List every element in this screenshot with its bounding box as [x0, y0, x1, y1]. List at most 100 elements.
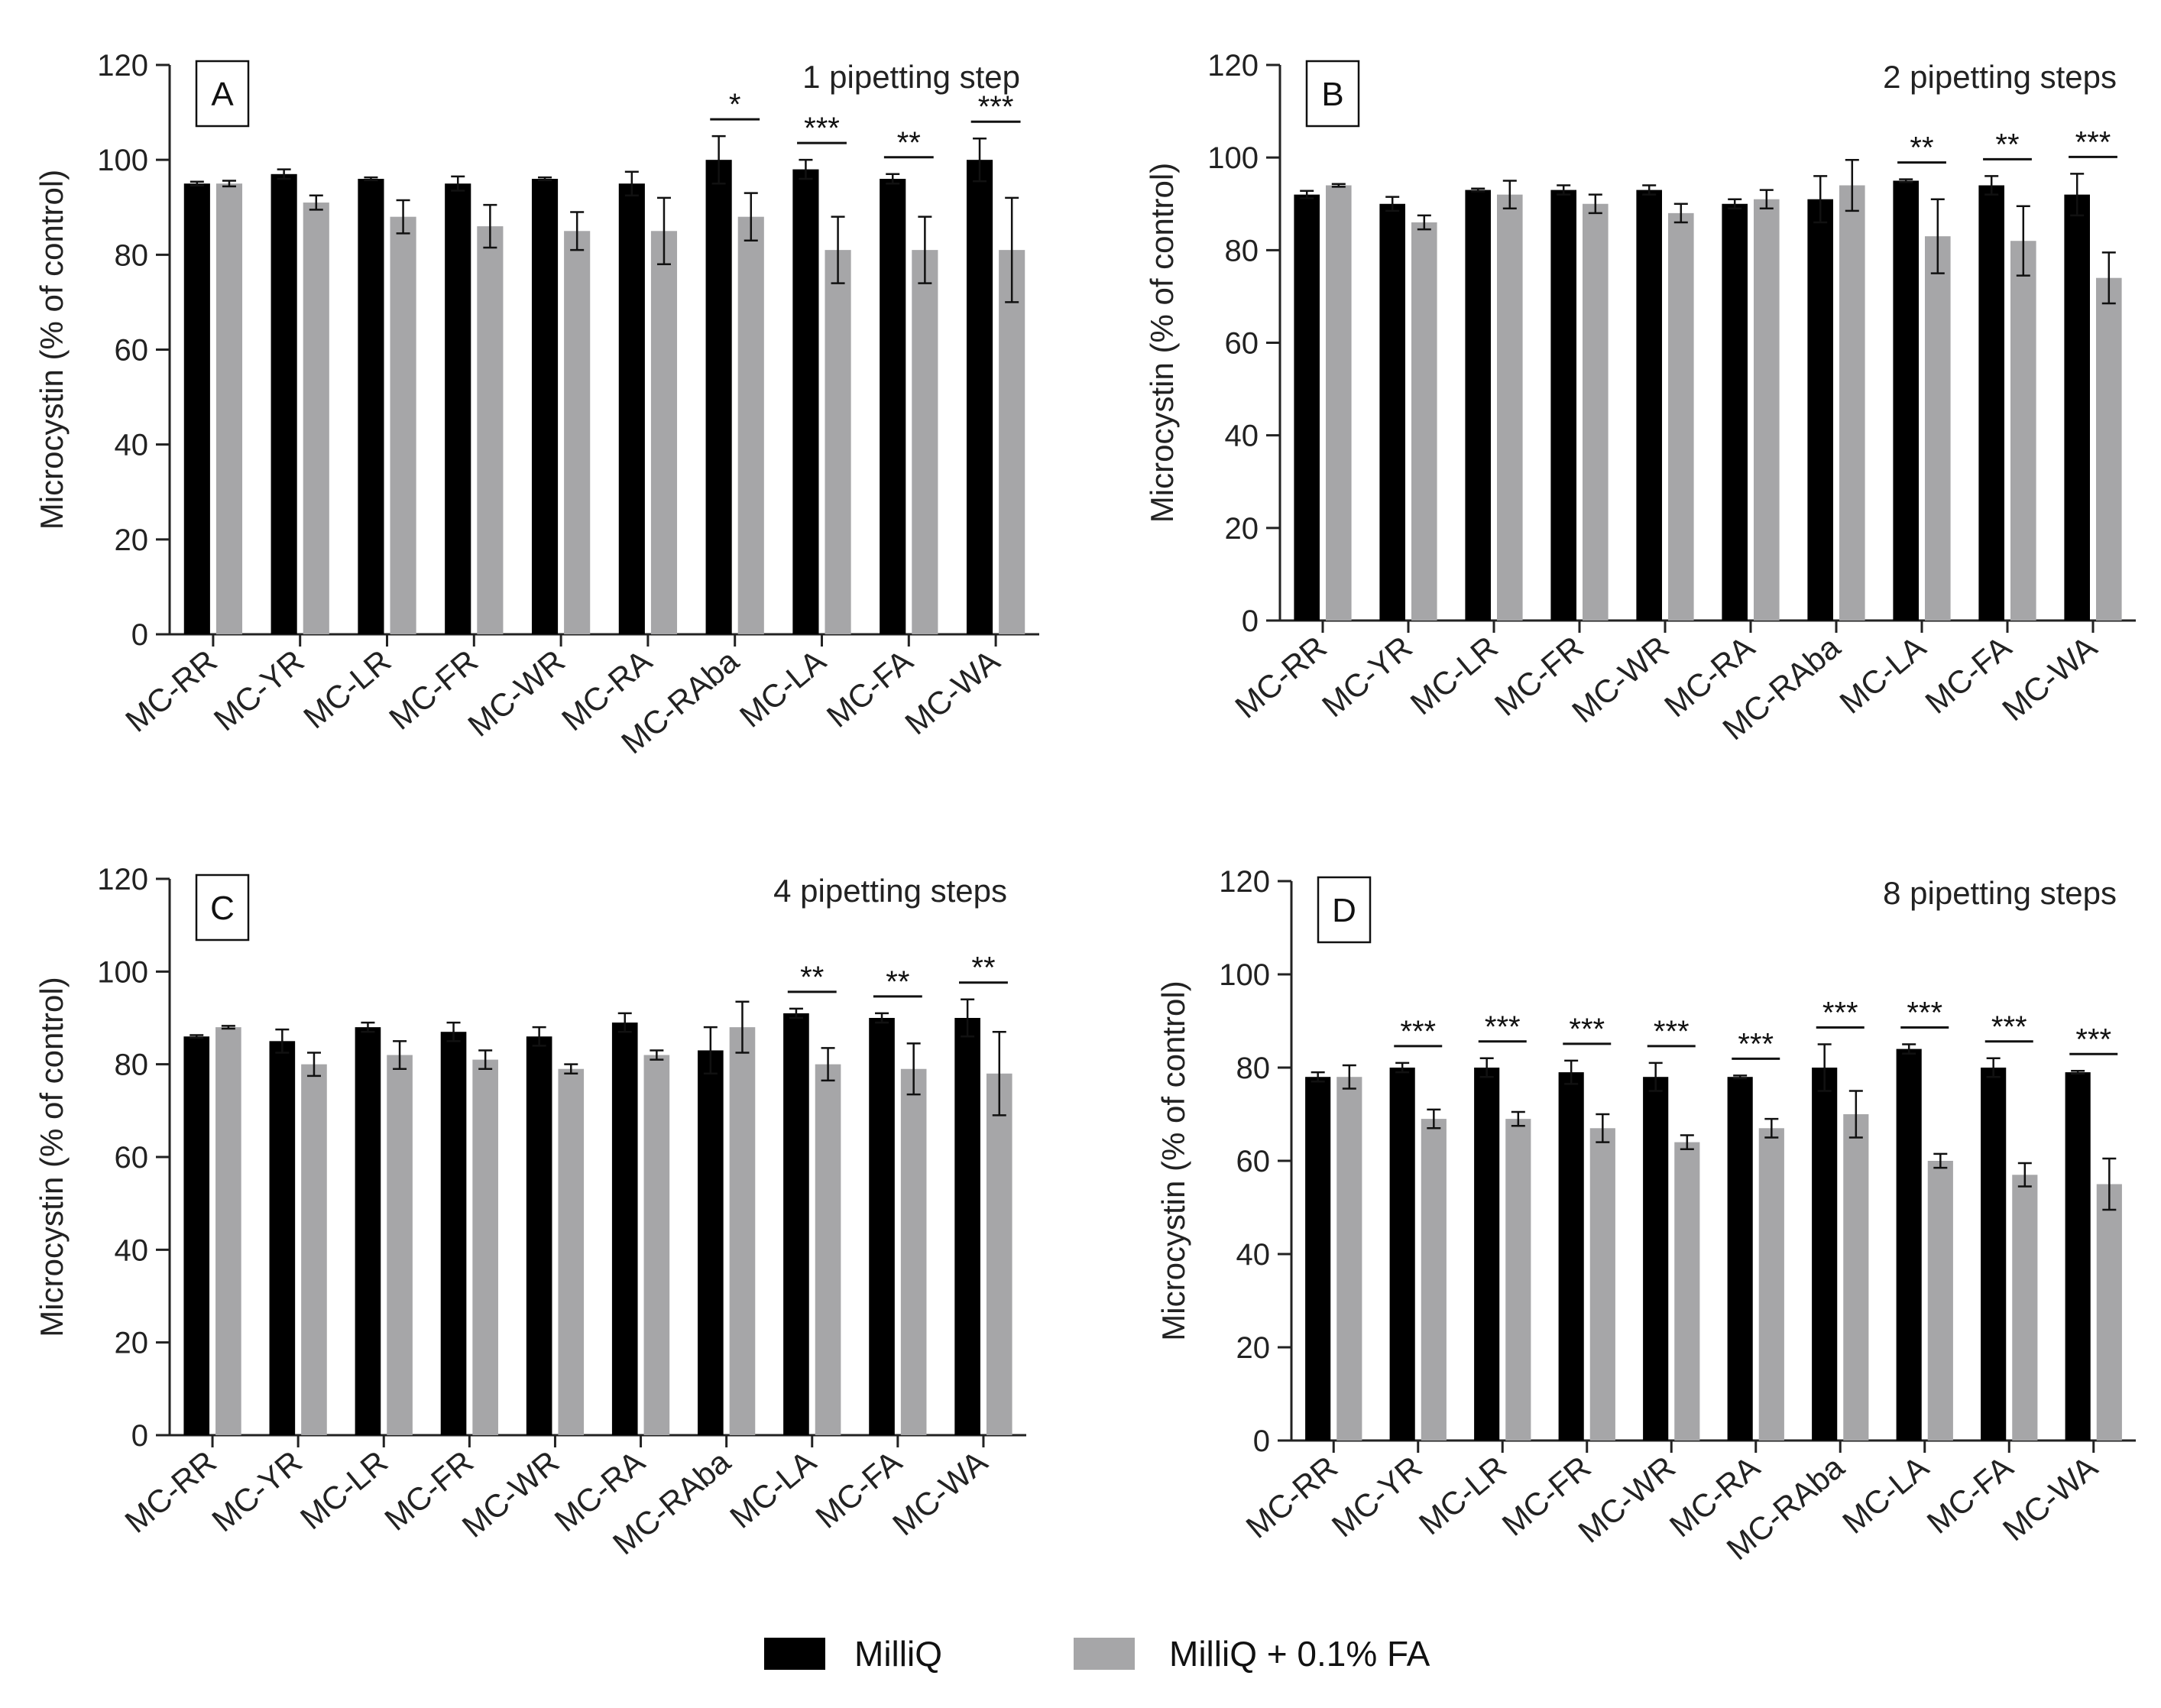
- y-tick-label: 40: [1236, 1238, 1271, 1272]
- panel-label-box: [1317, 876, 1372, 944]
- bar-milliq-fa: [1843, 1114, 1869, 1441]
- significance-marker: ***: [1907, 997, 1942, 1030]
- bar-milliq-fa: [1505, 1119, 1531, 1441]
- bar-milliq: [271, 173, 297, 634]
- panel-label-box: [195, 60, 250, 128]
- y-axis-title: Microcystin (% of control): [34, 977, 70, 1337]
- y-tick-label: 40: [1225, 420, 1259, 453]
- bar-milliq-fa: [390, 216, 416, 635]
- bar-milliq: [355, 1027, 381, 1435]
- x-tick-label: MC-RR: [1239, 1449, 1344, 1545]
- x-tick-label: MC-LA: [733, 643, 832, 734]
- bar-milliq-fa: [2010, 241, 2036, 621]
- chart-panel-b: 0 20 40 60 80 100 120 Microcystin (% of control…: [1144, 49, 2136, 747]
- bar-milliq-fa: [912, 250, 938, 634]
- bar-milliq: [1981, 1068, 2007, 1441]
- y-tick-label: 0: [1253, 1424, 1270, 1458]
- bar-milliq: [526, 1036, 552, 1435]
- significance-marker: **: [971, 951, 995, 985]
- significance-marker: **: [897, 126, 921, 160]
- x-tick-label: MC-RR: [118, 643, 223, 739]
- panel-label: D: [1332, 892, 1356, 929]
- bar-milliq: [440, 1032, 467, 1435]
- y-tick-label: 80: [1236, 1052, 1271, 1085]
- bar-milliq-fa: [900, 1068, 927, 1435]
- y-tick-label: 40: [115, 1233, 149, 1267]
- significance-marker: **: [800, 961, 824, 994]
- bar-milliq-fa: [737, 216, 764, 635]
- y-tick-label: 60: [1236, 1145, 1271, 1178]
- x-tick-label: MC-YR: [207, 643, 311, 737]
- panel-subtitle: 2 pipetting steps: [1883, 59, 2117, 95]
- bar-milliq: [1643, 1077, 1669, 1441]
- y-axis-title: Microcystin (% of control): [1155, 980, 1191, 1340]
- chart-panel-a: 0 20 40 60 80 100 120 Microcystin (% of control…: [34, 49, 1039, 760]
- y-tick-label: 0: [1242, 604, 1259, 638]
- x-tick-label: MC-LA: [1832, 629, 1932, 721]
- significance-marker: ***: [1485, 1010, 1521, 1044]
- y-axis-title: Microcystin (% of control): [1144, 163, 1180, 523]
- x-tick-label: MC-RR: [1228, 629, 1333, 725]
- significance-marker: ***: [978, 90, 1014, 124]
- bar-milliq: [183, 1036, 210, 1435]
- bar-milliq-fa: [1326, 185, 1352, 621]
- panel-label-box: [195, 873, 250, 942]
- bar-milliq: [445, 183, 471, 635]
- bar-milliq: [358, 179, 384, 634]
- x-tick-label: MC-YR: [205, 1444, 309, 1538]
- bar-milliq: [880, 179, 906, 634]
- y-tick-label: 100: [97, 955, 148, 989]
- bar-milliq: [1893, 180, 1919, 621]
- y-tick-label: 60: [115, 1141, 149, 1175]
- significance-marker: ***: [1400, 1015, 1436, 1048]
- x-tick-label: MC-LR: [1412, 1449, 1513, 1541]
- significance-marker: ***: [1569, 1013, 1605, 1046]
- y-tick-label: 0: [131, 618, 148, 652]
- bar-milliq-fa: [215, 183, 243, 635]
- bar-milliq-fa: [825, 250, 851, 634]
- significance-marker: ***: [2075, 1023, 2111, 1056]
- panel-label: A: [211, 76, 234, 113]
- panel-subtitle: 1 pipetting step: [802, 59, 1020, 95]
- y-tick-label: 100: [1207, 141, 1259, 175]
- y-tick-label: 20: [115, 523, 149, 557]
- bar-milliq-fa: [387, 1055, 413, 1435]
- bar-milliq-fa: [564, 231, 591, 635]
- bar-milliq: [1636, 190, 1662, 621]
- bar-milliq: [1550, 190, 1576, 621]
- x-tick-label: MC-YR: [1325, 1449, 1429, 1544]
- bar-milliq-fa: [815, 1064, 841, 1435]
- panel-subtitle: 8 pipetting steps: [1883, 875, 2117, 911]
- bar-milliq: [618, 183, 645, 635]
- significance-marker: ***: [1991, 1010, 2027, 1044]
- bar-milliq: [611, 1023, 638, 1435]
- bar-milliq-fa: [729, 1027, 756, 1435]
- bar-milliq: [1978, 185, 2004, 621]
- bar-milliq-fa: [986, 1073, 1012, 1435]
- bar-milliq: [1807, 199, 1833, 621]
- bar-milliq: [1305, 1077, 1331, 1441]
- bar-milliq: [1722, 203, 1748, 621]
- bar-milliq: [966, 160, 993, 634]
- legend-swatch-milliq-fa: [1074, 1638, 1135, 1670]
- legend: MilliQ MilliQ + 0.1% FA: [764, 1634, 1430, 1674]
- x-tick-label: MC-WA: [1996, 1449, 2104, 1548]
- bar-milliq-fa: [999, 250, 1025, 634]
- y-tick-label: 60: [115, 334, 149, 368]
- bar-milliq: [269, 1041, 296, 1435]
- x-tick-label: MC-LR: [1404, 629, 1505, 721]
- x-tick-label: MC-LR: [296, 643, 397, 735]
- bar-milliq-fa: [1674, 1142, 1700, 1441]
- bar-milliq: [792, 169, 819, 635]
- x-tick-label: MC-WA: [886, 1444, 994, 1542]
- bar-milliq-fa: [215, 1027, 241, 1435]
- bar-milliq: [1727, 1077, 1753, 1441]
- bar-milliq-fa: [1668, 212, 1694, 621]
- bar-milliq-fa: [1754, 199, 1780, 621]
- x-tick-label: MC-LA: [1835, 1449, 1935, 1541]
- y-tick-label: 120: [97, 49, 148, 83]
- x-tick-label: MC-YR: [1315, 629, 1419, 724]
- panel-label: B: [1321, 76, 1343, 113]
- legend-label-milliq-fa: MilliQ + 0.1% FA: [1169, 1634, 1430, 1674]
- legend-swatch-milliq: [764, 1638, 825, 1670]
